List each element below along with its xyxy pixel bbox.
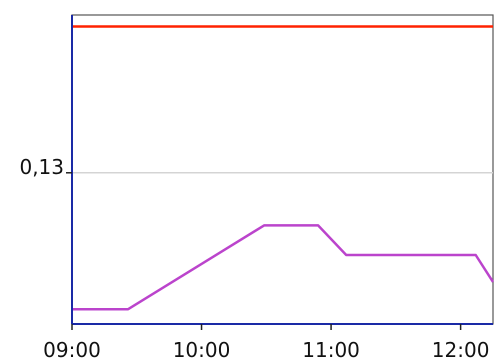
series-line-2 — [72, 224, 495, 311]
x-tick-label: 10:00 — [173, 338, 231, 361]
series-layer — [72, 25, 495, 311]
x-tick-label: 09:00 — [43, 338, 101, 361]
plot-frame — [71, 14, 494, 325]
x-ticks-layer: 09:00 10:00 11:00 12:00 — [43, 324, 489, 361]
x-tick-label: 11:00 — [302, 338, 360, 361]
y-ticks-layer: 0,13 — [19, 155, 72, 179]
y-tick-label: 0,13 — [19, 155, 64, 179]
x-tick-label: 12:00 — [432, 338, 490, 361]
